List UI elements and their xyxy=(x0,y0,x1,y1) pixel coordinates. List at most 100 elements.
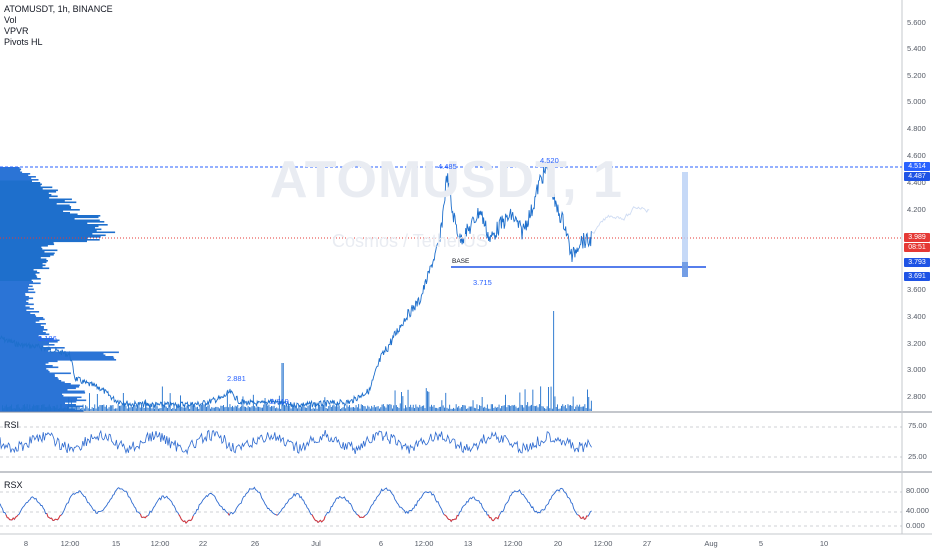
volume-bar xyxy=(116,408,118,411)
volume-bar xyxy=(86,406,88,411)
vpvr-bar xyxy=(0,303,34,306)
vpvr-bar xyxy=(0,233,93,235)
volume-bar xyxy=(429,406,431,411)
volume-bar xyxy=(395,405,397,411)
rsx-oversold-segment xyxy=(453,518,456,521)
vpvr-bar xyxy=(0,369,49,372)
volume-bar xyxy=(139,407,141,411)
volume-bar xyxy=(514,404,516,411)
volume-bar xyxy=(80,408,81,411)
volume-bar xyxy=(210,408,211,411)
volume-bar xyxy=(366,408,367,411)
indicator-pivots[interactable]: Pivots HL xyxy=(4,37,43,47)
vpvr-bar xyxy=(0,195,58,198)
vpvr-bar xyxy=(0,212,70,214)
volume-bar xyxy=(178,406,180,411)
projection-box[interactable] xyxy=(682,172,688,277)
vpvr-bar xyxy=(0,243,55,246)
volume-bar xyxy=(351,407,353,411)
vpvr-bar xyxy=(0,275,37,277)
volume-bar xyxy=(24,404,25,411)
vpvr-bar xyxy=(0,222,88,225)
volume-bar xyxy=(524,389,526,411)
time-tick: 12:00 xyxy=(503,539,523,548)
vpvr-bar xyxy=(0,383,71,385)
volume-bar xyxy=(251,406,253,411)
indicator-vpvr[interactable]: VPVR xyxy=(4,26,29,36)
volume-bar xyxy=(46,407,48,411)
volume-bar xyxy=(533,405,535,411)
volume-bar xyxy=(160,408,162,411)
volume-bar xyxy=(394,390,396,411)
rsx-oversold-segment xyxy=(190,518,193,521)
volume-bar xyxy=(295,406,297,411)
volume-bar xyxy=(541,406,543,411)
volume-bar xyxy=(304,407,306,411)
vpvr-bar xyxy=(0,245,48,247)
symbol-title[interactable]: ATOMUSDT, 1h, BINANCE xyxy=(4,4,113,14)
volume-bar xyxy=(371,405,373,411)
vpvr-bar xyxy=(0,356,114,358)
volume-bar xyxy=(186,405,188,411)
volume-bar xyxy=(397,407,399,411)
volume-bar xyxy=(457,407,458,411)
volume-bar xyxy=(342,407,344,411)
volume-bar xyxy=(262,407,263,411)
volume-bar xyxy=(171,409,172,411)
volume-bar xyxy=(142,407,144,411)
volume-bar xyxy=(43,404,45,411)
indicator-vol[interactable]: Vol xyxy=(4,15,17,25)
volume-bar xyxy=(589,408,591,411)
volume-bar xyxy=(15,408,16,411)
volume-bar xyxy=(129,407,131,411)
volume-bar xyxy=(189,408,191,411)
volume-bar xyxy=(424,408,426,411)
vpvr-bar xyxy=(0,264,46,267)
volume-bar xyxy=(486,404,488,411)
volume-bar xyxy=(555,407,557,411)
volume-bar xyxy=(363,406,365,411)
volume-bar xyxy=(425,388,427,411)
price-tick: 3.400 xyxy=(907,312,926,321)
rsi-pane-label[interactable]: RSI xyxy=(4,420,20,430)
volume-bar xyxy=(441,400,443,411)
vpvr-bar xyxy=(0,200,65,202)
chart-legend[interactable]: ATOMUSDT, 1h, BINANCE Vol VPVR Pivots HL xyxy=(4,4,113,48)
vpvr-bar xyxy=(0,189,58,192)
vpvr-bar xyxy=(0,357,115,360)
volume-bar xyxy=(579,404,581,411)
volume-bar xyxy=(242,396,244,411)
volume-bar xyxy=(427,391,428,411)
volume-bar xyxy=(115,408,116,411)
vpvr-bar xyxy=(0,236,101,238)
volume-bar xyxy=(419,404,421,411)
volume-bar xyxy=(520,404,522,411)
volume-bar xyxy=(464,405,466,411)
rsx-pane-label[interactable]: RSX xyxy=(4,480,23,490)
vpvr-bar xyxy=(0,291,36,294)
projection-box-top[interactable] xyxy=(682,262,688,277)
price-tick: 4.200 xyxy=(907,205,926,214)
volume-bar xyxy=(453,407,454,411)
volume-bar xyxy=(498,404,500,411)
rsx-oversold-segment xyxy=(191,515,194,520)
vpvr-bar xyxy=(0,287,29,289)
volume-bar xyxy=(297,408,298,411)
vpvr-bar xyxy=(0,183,42,186)
volume-bar xyxy=(570,405,571,411)
volume-bar xyxy=(402,396,404,411)
volume-bar xyxy=(306,407,308,411)
volume-bar xyxy=(284,404,285,411)
vpvr-bar xyxy=(0,209,80,211)
volume-bar xyxy=(516,408,518,411)
volume-bar xyxy=(536,405,538,411)
volume-bar xyxy=(168,405,170,411)
volume-bar xyxy=(415,404,417,411)
volume-bar xyxy=(584,404,586,411)
volume-bar xyxy=(479,405,480,411)
volume-bar xyxy=(449,404,451,411)
pivot-label: 2.881 xyxy=(227,374,246,383)
volume-bar xyxy=(18,407,20,411)
volume-bar xyxy=(44,407,46,411)
